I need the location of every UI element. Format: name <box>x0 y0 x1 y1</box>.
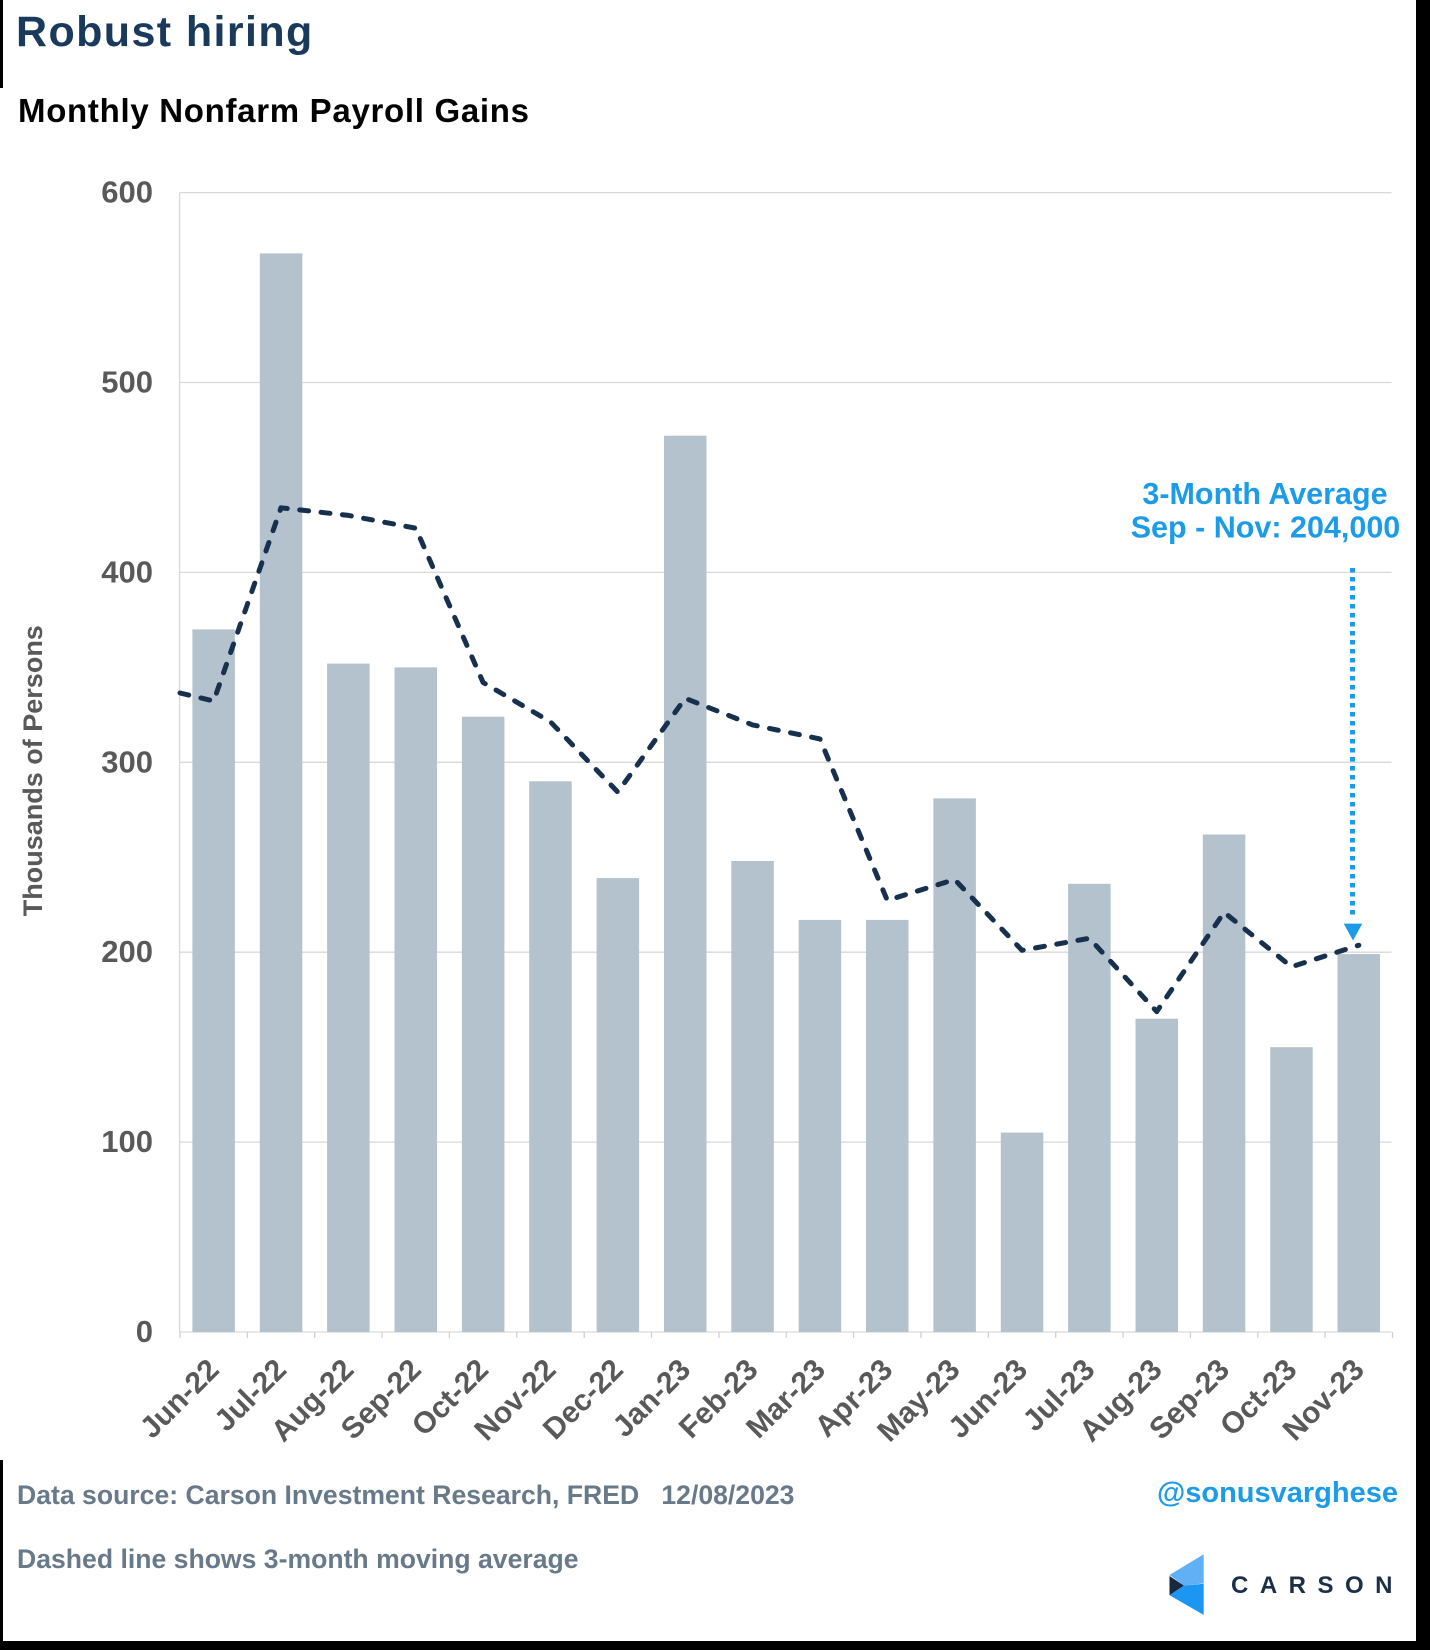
svg-text:Data source: Carson Investment: Data source: Carson Investment Research,… <box>17 1480 794 1510</box>
svg-text:Thousands of Persons: Thousands of Persons <box>18 625 48 916</box>
svg-text:Sep - Nov: 204,000: Sep - Nov: 204,000 <box>1131 511 1401 545</box>
svg-text:CARSON: CARSON <box>1231 1572 1404 1599</box>
svg-text:3-Month Average: 3-Month Average <box>1142 477 1387 511</box>
svg-text:Monthly Nonfarm Payroll Gains: Monthly Nonfarm Payroll Gains <box>18 92 530 129</box>
svg-text:0: 0 <box>136 1314 153 1349</box>
svg-text:600: 600 <box>101 175 153 210</box>
svg-text:@sonusvarghese: @sonusvarghese <box>1157 1477 1398 1509</box>
svg-text:500: 500 <box>101 365 153 400</box>
svg-text:Jun-22: Jun-22 <box>134 1353 226 1445</box>
svg-text:400: 400 <box>101 554 153 589</box>
svg-text:100: 100 <box>101 1124 153 1159</box>
svg-text:Dashed line shows 3-month movi: Dashed line shows 3-month moving average <box>17 1544 579 1574</box>
svg-text:200: 200 <box>101 934 153 969</box>
svg-text:Robust hiring: Robust hiring <box>16 8 314 56</box>
svg-text:300: 300 <box>101 744 153 779</box>
